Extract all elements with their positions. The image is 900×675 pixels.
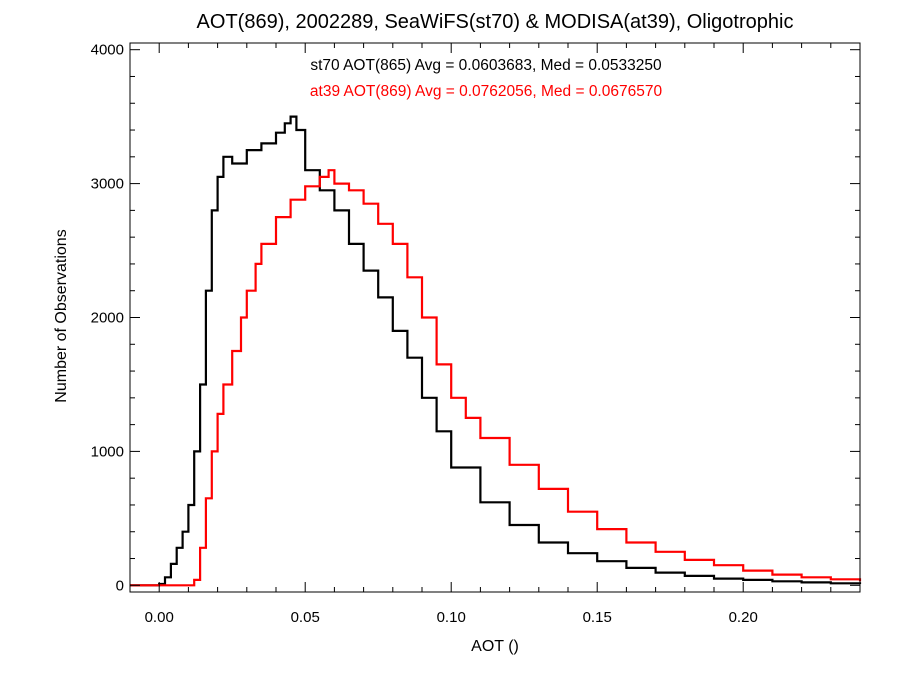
- y-tick-label: 3000: [91, 176, 124, 193]
- x-tick-label: 0.05: [291, 609, 320, 626]
- annotation-at39: at39 AOT(869) Avg = 0.0762056, Med = 0.0…: [310, 83, 663, 100]
- axes: 0.00 0.05 0.10 0.15 0.20 0 1000 2000 3000 4000: [91, 42, 861, 626]
- x-tick-label: 0.15: [583, 609, 612, 626]
- plot-frame: [129, 42, 861, 593]
- x-tick-label: 0.10: [437, 609, 466, 626]
- y-tick-label: 0: [116, 577, 124, 594]
- x-axis-title: AOT (): [471, 638, 519, 655]
- y-tick-label: 1000: [91, 443, 124, 460]
- y-tick-label: 2000: [91, 310, 124, 327]
- series-line-1: [130, 115, 862, 587]
- x-tick-label: 0.20: [729, 609, 758, 626]
- annotation-st70: st70 AOT(865) Avg = 0.0603683, Med = 0.0…: [310, 57, 662, 74]
- y-axis-title: Number of Observations: [53, 229, 70, 402]
- series-line-2: [130, 169, 862, 587]
- chart-title: AOT(869), 2002289, SeaWiFS(st70) & MODIS…: [197, 11, 794, 33]
- plot-series: [130, 115, 862, 587]
- x-tick-label: 0.00: [145, 609, 174, 626]
- y-tick-label: 4000: [91, 42, 124, 59]
